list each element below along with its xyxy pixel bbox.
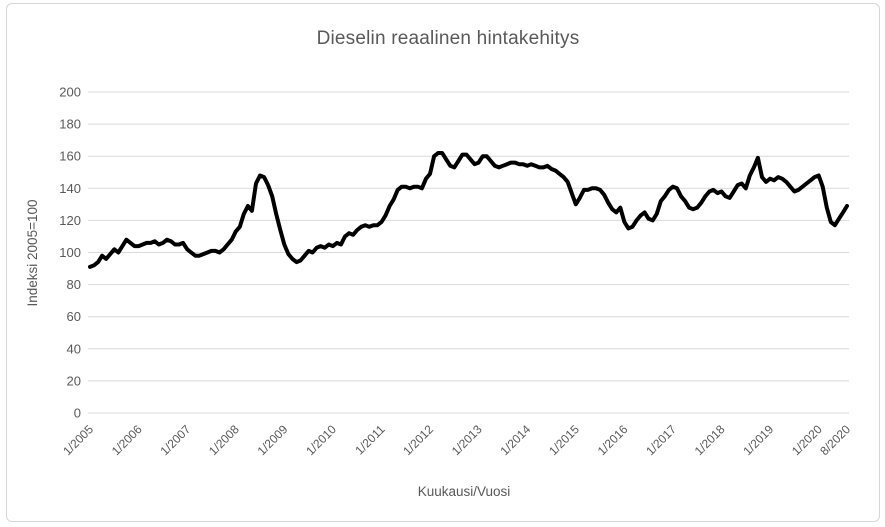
y-axis-title: Indeksi 2005=100 (25, 200, 40, 307)
x-tick-label: 1/2005 (60, 422, 96, 458)
x-tick-label: 1/2019 (740, 422, 776, 458)
chart-frame (6, 3, 880, 522)
x-tick-label: 1/2008 (206, 422, 242, 458)
y-tick-label: 20 (67, 373, 81, 388)
y-tick-label: 180 (59, 117, 81, 132)
x-tick-label: 1/2007 (157, 422, 193, 458)
y-tick-label: 60 (67, 309, 81, 324)
x-tick-label: 1/2017 (643, 422, 679, 458)
plot-area: 0 20 40 60 80 100 120 140 160 180 200 1/2005 1/2006 1… (59, 85, 853, 459)
y-tick-label: 140 (59, 181, 81, 196)
x-tick-label: 8/2020 (817, 422, 853, 458)
x-tick-label: 1/2014 (497, 422, 533, 458)
x-tick-label: 1/2016 (595, 422, 631, 458)
x-tick-label: 1/2010 (303, 422, 339, 458)
x-axis-title: Kuukausi/Vuosi (418, 484, 511, 499)
y-tick-label: 0 (74, 406, 81, 421)
chart-title: Dieselin reaalinen hintakehitys (317, 28, 580, 49)
x-tick-label: 1/2018 (692, 422, 728, 458)
x-tick-label: 1/2020 (789, 422, 825, 458)
diesel-price-line (88, 151, 849, 269)
x-tick-label: 1/2009 (255, 422, 291, 458)
y-tick-label: 40 (67, 341, 81, 356)
y-tick-label: 120 (59, 213, 81, 228)
y-tick-label: 200 (59, 85, 81, 100)
y-tick-label: 160 (59, 149, 81, 164)
x-tick-label: 1/2011 (352, 422, 387, 457)
x-tick-label: 1/2013 (449, 422, 485, 458)
y-tick-label: 100 (59, 245, 81, 260)
x-tick-label: 1/2006 (109, 422, 145, 458)
x-tick-label: 1/2012 (400, 422, 436, 458)
x-tick-label: 1/2015 (546, 422, 582, 458)
y-tick-label: 80 (67, 277, 81, 292)
